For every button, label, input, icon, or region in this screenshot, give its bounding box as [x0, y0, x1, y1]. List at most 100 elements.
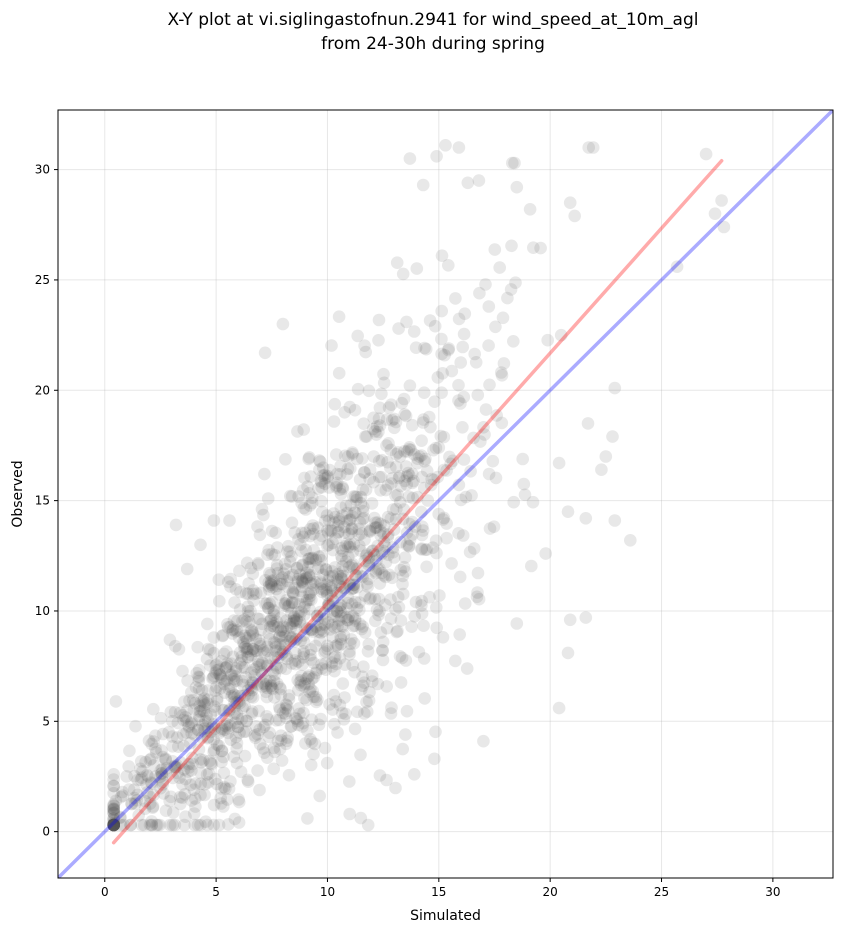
- scatter-point: [372, 334, 385, 347]
- scatter-point: [177, 739, 190, 753]
- scatter-point: [242, 577, 255, 590]
- scatter-point: [314, 623, 328, 636]
- scatter-point: [343, 648, 356, 661]
- scatter-point: [219, 782, 232, 795]
- scatter-point: [206, 671, 220, 684]
- scatter-point: [358, 533, 371, 547]
- scatter-point: [238, 689, 251, 702]
- scatter-point: [230, 707, 244, 721]
- scatter-point: [331, 575, 345, 589]
- scatter-point: [107, 798, 120, 811]
- scatter-point: [233, 603, 247, 616]
- scatter-point: [390, 625, 403, 639]
- scatter-point: [479, 403, 493, 416]
- scatter-point: [228, 812, 242, 826]
- scatter-point: [363, 472, 376, 486]
- scatter-point: [341, 596, 355, 610]
- scatter-point: [336, 480, 349, 494]
- scatter-point: [439, 139, 452, 152]
- scatter-point: [345, 633, 358, 646]
- scatter-point: [236, 614, 249, 628]
- scatter-point: [209, 772, 222, 786]
- scatter-point: [242, 688, 255, 701]
- scatter-point: [427, 473, 441, 487]
- scatter-point: [251, 728, 264, 741]
- scatter-point: [244, 604, 257, 618]
- scatter-point: [325, 579, 338, 592]
- scatter-point: [233, 646, 247, 659]
- scatter-point: [382, 548, 395, 562]
- scatter-point: [291, 575, 305, 588]
- scatter-point: [213, 668, 227, 682]
- scatter-point: [295, 526, 309, 540]
- scatter-point: [308, 737, 322, 751]
- scatter-point: [107, 818, 120, 832]
- scatter-point: [458, 597, 472, 610]
- scatter-point: [317, 625, 330, 638]
- scatter-point: [295, 574, 309, 588]
- scatter-point: [228, 688, 241, 702]
- scatter-point: [297, 530, 310, 544]
- scatter-point: [290, 622, 303, 636]
- scatter-point: [402, 490, 416, 504]
- scatter-point: [291, 673, 305, 687]
- scatter-point: [339, 540, 352, 553]
- scatter-point: [454, 356, 468, 369]
- scatter-point: [319, 644, 332, 658]
- scatter-point: [333, 601, 347, 615]
- scatter-point: [201, 776, 215, 789]
- scatter-point: [300, 693, 313, 707]
- scatter-point: [173, 771, 186, 784]
- scatter-point: [305, 496, 319, 510]
- scatter-point: [420, 543, 434, 556]
- scatter-point: [198, 698, 211, 711]
- scatter-point: [290, 614, 304, 627]
- scatter-point: [245, 666, 258, 679]
- scatter-point: [180, 714, 193, 728]
- scatter-point: [215, 672, 228, 685]
- x-tick-label: 25: [654, 885, 669, 899]
- scatter-point: [477, 734, 490, 748]
- scatter-point: [343, 807, 357, 821]
- scatter-point: [207, 798, 221, 812]
- x-tick-label: 10: [320, 885, 335, 899]
- scatter-point: [267, 574, 281, 587]
- scatter-point: [200, 768, 214, 781]
- scatter-point: [210, 658, 223, 671]
- scatter-point: [235, 713, 249, 726]
- scatter-point: [166, 730, 179, 743]
- scatter-point: [252, 704, 266, 718]
- scatter-point: [215, 744, 229, 757]
- scatter-point: [392, 471, 406, 485]
- x-tick-label: 15: [431, 885, 446, 899]
- scatter-point: [341, 591, 355, 604]
- scatter-point: [292, 655, 305, 668]
- scatter-point: [288, 581, 301, 595]
- scatter-point: [253, 783, 266, 797]
- scatter-point: [334, 586, 348, 599]
- scatter-point: [201, 684, 215, 697]
- scatter-point: [213, 667, 226, 681]
- scatter-point: [162, 726, 175, 739]
- scatter-point: [268, 668, 282, 681]
- scatter-point: [358, 554, 372, 568]
- scatter-point: [169, 639, 182, 653]
- y-tick-label: 5: [42, 714, 50, 728]
- scatter-point: [345, 526, 358, 539]
- scatter-point: [195, 693, 208, 707]
- scatter-point: [179, 772, 192, 786]
- scatter-point: [280, 649, 294, 663]
- grid: [58, 110, 833, 878]
- scatter-point: [163, 794, 176, 808]
- scatter-point: [398, 551, 412, 564]
- scatter-point: [369, 565, 383, 578]
- scatter-point: [483, 378, 496, 392]
- scatter-point: [293, 568, 307, 581]
- scatter-point: [172, 740, 185, 753]
- scatter-point: [303, 552, 316, 565]
- scatter-point: [342, 540, 355, 553]
- scatter-point: [394, 614, 408, 627]
- scatter-point: [365, 497, 379, 510]
- scatter-point: [198, 722, 212, 735]
- scatter-point: [177, 763, 191, 776]
